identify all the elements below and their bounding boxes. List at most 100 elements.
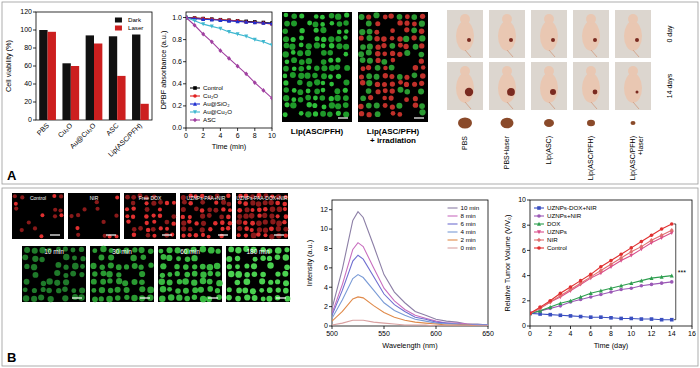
cell bbox=[397, 36, 403, 42]
cell bbox=[390, 51, 395, 56]
marker bbox=[537, 206, 541, 210]
marker bbox=[579, 295, 583, 299]
cell bbox=[335, 36, 341, 42]
cell bbox=[207, 286, 213, 292]
cell bbox=[152, 234, 156, 238]
scale-bar bbox=[208, 297, 218, 298]
cell bbox=[39, 234, 43, 238]
mouse-tumor bbox=[593, 90, 598, 95]
group-label: +laser bbox=[637, 135, 644, 155]
x-tick-label: 6 bbox=[589, 330, 593, 337]
cell bbox=[335, 13, 341, 19]
cell bbox=[177, 279, 182, 284]
marker bbox=[559, 291, 563, 295]
cell bbox=[391, 58, 396, 63]
y-tick bbox=[527, 275, 530, 276]
cell bbox=[359, 111, 364, 116]
cell bbox=[124, 264, 129, 269]
cell bbox=[62, 295, 68, 301]
cell bbox=[145, 207, 150, 212]
cell bbox=[52, 194, 56, 198]
y-tick-label: 120 bbox=[20, 8, 32, 15]
cell bbox=[198, 287, 204, 293]
legend-label: 2 min bbox=[461, 236, 477, 243]
mouse-photo bbox=[615, 62, 651, 110]
cell bbox=[320, 27, 326, 33]
cell bbox=[404, 82, 409, 87]
cell bbox=[76, 213, 80, 217]
cell bbox=[283, 51, 289, 57]
bar bbox=[140, 104, 148, 120]
cell bbox=[375, 51, 381, 57]
y-tick bbox=[329, 326, 332, 327]
cell bbox=[207, 279, 213, 285]
cell bbox=[213, 208, 218, 213]
cell bbox=[361, 66, 366, 71]
y-tick-label: 0.0 bbox=[172, 124, 182, 131]
image-caption: Control bbox=[30, 195, 46, 201]
cell bbox=[420, 14, 425, 19]
cell bbox=[187, 219, 191, 223]
cell bbox=[391, 111, 396, 116]
cell bbox=[374, 36, 380, 42]
cell bbox=[152, 213, 156, 217]
cell bbox=[285, 102, 290, 107]
y-tick-label: 0.4 bbox=[172, 80, 182, 87]
cell bbox=[260, 272, 266, 278]
cell bbox=[329, 96, 334, 101]
cell bbox=[283, 80, 288, 85]
x-tick-label: 10 bbox=[268, 132, 276, 139]
legend-swatch bbox=[448, 215, 458, 216]
cell bbox=[404, 97, 409, 102]
x-tick-label: 2 bbox=[201, 132, 205, 139]
bar bbox=[71, 66, 79, 120]
y-tick bbox=[183, 17, 186, 18]
cell bbox=[167, 247, 173, 253]
marker bbox=[270, 43, 272, 47]
cell bbox=[389, 43, 395, 49]
cell bbox=[124, 287, 130, 293]
cell bbox=[214, 201, 218, 205]
marker bbox=[236, 64, 240, 69]
cell bbox=[213, 221, 218, 226]
cell bbox=[270, 219, 275, 224]
cell bbox=[115, 287, 121, 293]
legend-label: 0 min bbox=[461, 244, 477, 251]
cell bbox=[41, 281, 46, 286]
cell bbox=[106, 296, 113, 303]
cell bbox=[299, 111, 304, 116]
cell bbox=[299, 59, 305, 65]
cell bbox=[276, 214, 280, 218]
micrograph bbox=[22, 246, 86, 302]
mouse-body bbox=[456, 21, 474, 51]
cell bbox=[146, 233, 151, 238]
cell bbox=[343, 20, 348, 25]
cell bbox=[359, 74, 364, 79]
cell bbox=[343, 44, 349, 50]
cell bbox=[291, 57, 297, 63]
cell bbox=[404, 89, 410, 95]
marker bbox=[537, 222, 541, 226]
cell bbox=[289, 44, 295, 50]
cell bbox=[276, 221, 282, 227]
cell bbox=[228, 271, 234, 277]
cell bbox=[183, 288, 189, 294]
cell bbox=[158, 249, 163, 254]
cell bbox=[327, 50, 333, 56]
cell bbox=[283, 74, 288, 79]
cell bbox=[321, 88, 326, 93]
cell bbox=[282, 202, 287, 207]
cell bbox=[164, 220, 169, 225]
cell bbox=[72, 255, 77, 260]
cell bbox=[76, 233, 80, 237]
cell bbox=[297, 80, 302, 85]
cell bbox=[152, 220, 156, 224]
cell bbox=[32, 288, 37, 293]
cell bbox=[226, 226, 230, 230]
cell bbox=[419, 52, 425, 58]
mouse-tumor bbox=[509, 38, 513, 42]
y-tick bbox=[329, 267, 332, 268]
cell bbox=[299, 42, 304, 47]
cell bbox=[245, 207, 250, 212]
mouse-head bbox=[544, 14, 554, 24]
